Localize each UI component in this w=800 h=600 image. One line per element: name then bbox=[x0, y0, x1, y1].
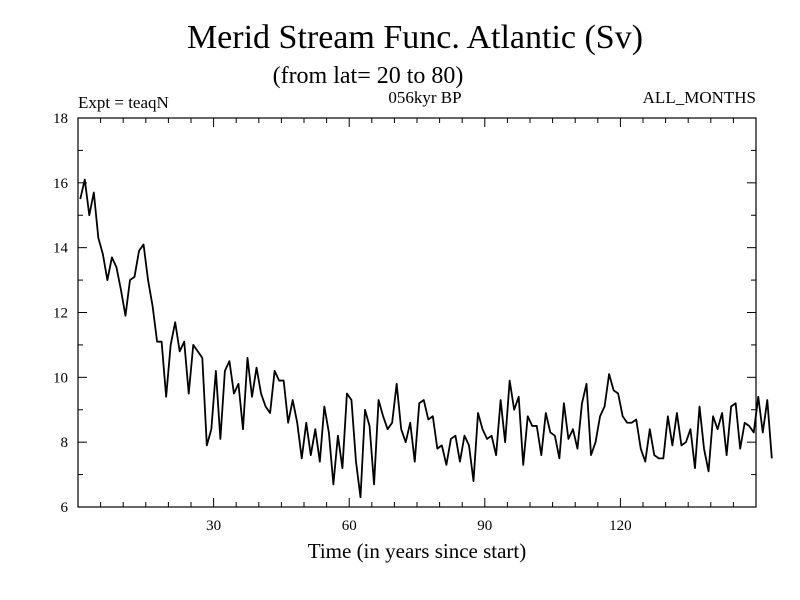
y-tick-label: 16 bbox=[53, 176, 69, 192]
y-tick-label: 18 bbox=[53, 111, 68, 127]
x-tick-label: 60 bbox=[342, 518, 357, 534]
period-label: 056kyr BP bbox=[388, 88, 461, 107]
y-tick-label: 8 bbox=[61, 435, 69, 451]
x-tick-label: 90 bbox=[477, 518, 492, 534]
y-tick-label: 12 bbox=[53, 306, 68, 322]
chart-title: Merid Stream Func. Atlantic (Sv) bbox=[187, 19, 643, 56]
plot-frame bbox=[77, 117, 757, 508]
experiment-label: Expt = teaqN bbox=[78, 93, 169, 112]
y-tick-label: 6 bbox=[61, 500, 69, 516]
chart-subtitle: (from lat= 20 to 80) bbox=[273, 63, 464, 89]
months-label: ALL_MONTHS bbox=[643, 88, 756, 107]
y-tick-label: 14 bbox=[53, 241, 69, 257]
y-axis: 6 8 10 12 14 16 18 bbox=[53, 111, 756, 516]
y-tick-label: 10 bbox=[53, 370, 68, 386]
x-tick-label: 30 bbox=[206, 518, 221, 534]
x-axis-label: Time (in years since start) bbox=[308, 539, 527, 563]
series-line bbox=[79, 178, 773, 499]
x-tick-label: 120 bbox=[609, 518, 632, 534]
x-axis: 30 60 90 120 bbox=[100, 118, 734, 534]
